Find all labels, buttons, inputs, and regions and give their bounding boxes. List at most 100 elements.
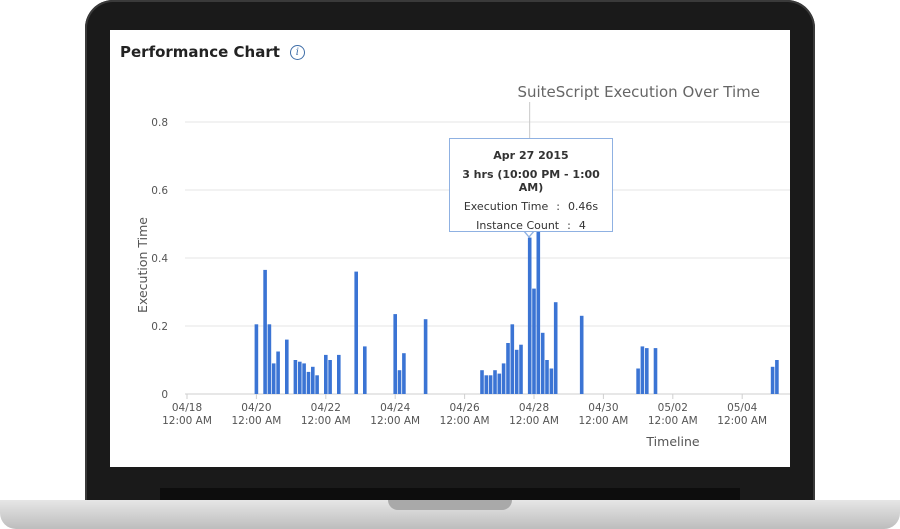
bar[interactable]: [645, 348, 649, 394]
x-tick-time: 12:00 AM: [162, 415, 212, 427]
x-tick-date: 04/18: [172, 402, 202, 414]
x-tick-date: 05/04: [727, 402, 758, 414]
bar[interactable]: [315, 375, 319, 394]
y-tick-label: 0.4: [151, 253, 168, 265]
chart-bars: [254, 230, 779, 395]
bar[interactable]: [306, 371, 311, 394]
tooltip-count-label: Instance Count: [476, 219, 560, 232]
y-tick-label: 0.2: [151, 321, 168, 333]
bar[interactable]: [636, 368, 640, 395]
tooltip-date: Apr 27 2015: [493, 149, 569, 162]
bar[interactable]: [549, 368, 554, 395]
bar[interactable]: [397, 370, 402, 394]
bar[interactable]: [324, 354, 328, 394]
bar[interactable]: [497, 373, 502, 394]
x-tick-time: 12:00 AM: [440, 415, 490, 427]
bar[interactable]: [553, 302, 558, 394]
laptop-hinge: [160, 488, 740, 500]
bar[interactable]: [276, 351, 280, 395]
panel-header: Performance Chart i: [120, 43, 305, 61]
bar[interactable]: [536, 230, 541, 394]
x-tick-date: 05/02: [658, 402, 688, 414]
bar[interactable]: [510, 324, 515, 394]
bar[interactable]: [527, 237, 532, 394]
x-tick-time: 12:00 AM: [509, 415, 559, 427]
bar[interactable]: [519, 344, 523, 394]
laptop-notch: [388, 500, 512, 510]
x-tick-date: 04/20: [241, 402, 271, 414]
y-tick-label: 0.6: [151, 185, 168, 197]
bar[interactable]: [363, 346, 367, 394]
chart-title: SuiteScript Execution Over Time: [517, 83, 760, 101]
bar[interactable]: [514, 349, 519, 394]
bar[interactable]: [285, 339, 289, 394]
x-tick-date: 04/24: [380, 402, 411, 414]
bar[interactable]: [488, 375, 493, 394]
bar[interactable]: [271, 363, 276, 394]
laptop-screen: Performance Chart i SuiteScript Executio…: [110, 30, 790, 467]
bar[interactable]: [423, 319, 428, 394]
y-tick-label: 0: [161, 389, 168, 401]
bar[interactable]: [545, 360, 549, 394]
bar[interactable]: [337, 354, 341, 394]
bar[interactable]: [532, 288, 536, 394]
bar[interactable]: [770, 366, 775, 394]
x-axis-label: Timeline: [645, 434, 699, 449]
bar[interactable]: [501, 363, 506, 394]
bar[interactable]: [484, 375, 489, 394]
tooltip-exec-row: Execution Time : 0.46s: [450, 200, 612, 213]
bar[interactable]: [640, 346, 645, 394]
bar[interactable]: [354, 271, 358, 394]
x-tick-time: 12:00 AM: [370, 415, 420, 427]
bar[interactable]: [298, 361, 302, 394]
y-axis-label: Execution Time: [135, 217, 150, 313]
bar[interactable]: [302, 363, 306, 394]
tooltip-exec-value: 0.46s: [567, 200, 599, 213]
tooltip-range: 3 hrs (10:00 PM - 1:00 AM): [462, 168, 600, 194]
bar[interactable]: [480, 370, 484, 394]
bar[interactable]: [328, 360, 332, 394]
panel-title: Performance Chart: [120, 43, 280, 61]
bar[interactable]: [506, 343, 510, 394]
info-icon[interactable]: i: [289, 44, 305, 60]
bar[interactable]: [254, 324, 259, 394]
bar[interactable]: [402, 353, 406, 394]
y-tick-label: 0.8: [151, 117, 168, 129]
x-tick-time: 12:00 AM: [648, 415, 698, 427]
tooltip-exec-sep: :: [556, 200, 560, 213]
bar[interactable]: [493, 370, 497, 394]
x-tick-date: 04/26: [449, 402, 480, 414]
x-tick-time: 12:00 AM: [231, 415, 281, 427]
tooltip-count-value: 4: [578, 219, 586, 232]
x-tick-date: 04/22: [311, 402, 341, 414]
performance-chart: SuiteScript Execution Over Time 00.20.40…: [135, 83, 790, 449]
bar[interactable]: [775, 360, 779, 394]
bar[interactable]: [393, 314, 397, 394]
bar[interactable]: [267, 324, 272, 394]
chart-tooltip: Apr 27 2015 3 hrs (10:00 PM - 1:00 AM) E…: [449, 138, 613, 232]
y-axis-ticks: 0 0.2 0.4 0.6 0.8: [151, 117, 168, 401]
tooltip-exec-label: Execution Time: [463, 200, 549, 213]
tooltip-count-row: Instance Count : 4: [450, 219, 612, 232]
bar[interactable]: [579, 315, 584, 394]
tooltip-arrow-fill: [524, 230, 534, 236]
bar[interactable]: [653, 348, 658, 394]
bar[interactable]: [263, 269, 267, 394]
bar[interactable]: [293, 360, 298, 394]
x-tick-time: 12:00 AM: [578, 415, 628, 427]
x-tick-time: 12:00 AM: [717, 415, 767, 427]
bar[interactable]: [540, 332, 545, 394]
tooltip-count-sep: :: [567, 219, 571, 232]
x-tick-date: 04/30: [588, 402, 618, 414]
bar[interactable]: [311, 366, 315, 394]
